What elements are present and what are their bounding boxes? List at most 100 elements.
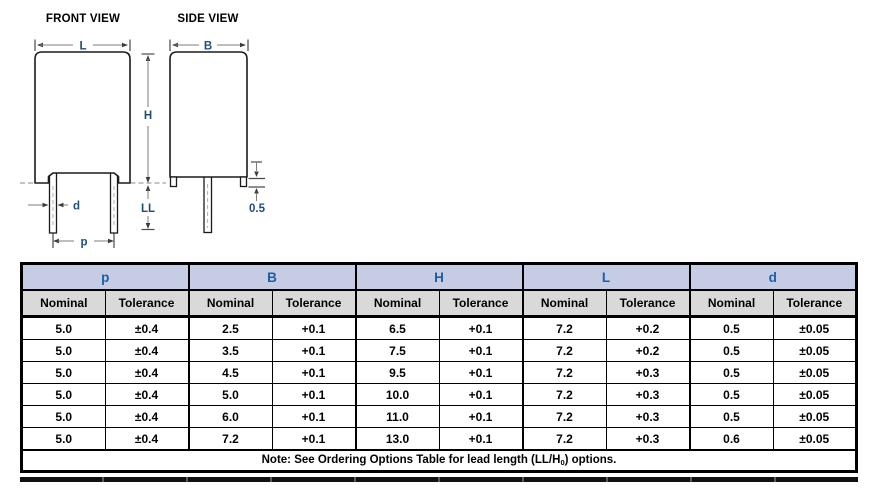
cell: 7.2 (521, 316, 607, 340)
cell: +0.1 (271, 316, 356, 340)
cell: 11.0 (354, 405, 440, 428)
cell: +0.1 (438, 339, 523, 362)
cell: 7.2 (187, 427, 273, 451)
subheader-tolerance: Tolerance (605, 289, 690, 318)
cell: ±0.4 (104, 405, 189, 428)
label-standoff: 0.5 (249, 203, 266, 215)
subheader-tolerance: Tolerance (271, 289, 356, 318)
next-table-cutoff-edge (20, 477, 858, 482)
cell: ±0.4 (104, 361, 189, 384)
label-p: p (80, 237, 87, 249)
dimensions-table-wrap: p B H L d Nominal Tolerance Nominal Tole… (20, 262, 858, 473)
note-text: Note: See Ordering Options Table for lea… (261, 454, 561, 466)
cell: 2.5 (187, 316, 273, 340)
cell: 13.0 (354, 427, 440, 451)
group-header-p: p (20, 263, 190, 291)
label-LL: LL (141, 203, 155, 215)
table-row: 5.0 ±0.4 6.0 +0.1 11.0 +0.1 7.2 +0.3 0.5… (21, 405, 857, 428)
side-view-standoff-feet (169, 176, 248, 188)
cell: +0.3 (605, 383, 690, 406)
cell: ±0.05 (772, 383, 857, 406)
cell: +0.2 (605, 339, 690, 362)
cell: 5.0 (21, 427, 106, 451)
note-text-suffix: ) options. (564, 454, 617, 466)
cell: ±0.05 (772, 361, 857, 384)
cell: +0.1 (438, 405, 523, 428)
group-header-d: d (688, 263, 858, 291)
table-row: 5.0 ±0.4 2.5 +0.1 6.5 +0.1 7.2 +0.2 0.5 … (21, 316, 857, 340)
cell: 5.0 (21, 361, 106, 384)
cell: ±0.05 (772, 427, 857, 451)
cell: +0.1 (438, 361, 523, 384)
label-H: H (144, 110, 152, 122)
sub-header-row: Nominal Tolerance Nominal Tolerance Nomi… (21, 289, 857, 318)
cell: 7.2 (521, 361, 607, 384)
cell: 6.0 (187, 405, 273, 428)
cell: +0.2 (605, 316, 690, 340)
cell: 0.5 (688, 316, 774, 340)
column-group-header-row: p B H L d (20, 263, 858, 291)
subheader-nominal: Nominal (187, 289, 273, 318)
cell: 5.0 (21, 316, 106, 340)
group-header-H: H (354, 263, 524, 291)
cell: +0.3 (605, 361, 690, 384)
cell: 5.0 (21, 405, 106, 428)
cell: ±0.05 (772, 339, 857, 362)
cell: 3.5 (187, 339, 273, 362)
cell: +0.3 (605, 405, 690, 428)
dimension-LL: LL (141, 185, 155, 231)
cell: 7.2 (521, 339, 607, 362)
subheader-nominal: Nominal (521, 289, 607, 318)
label-L: L (79, 41, 86, 53)
label-d: d (73, 201, 80, 213)
cell: 7.2 (521, 383, 607, 406)
cell: 10.0 (354, 383, 440, 406)
cell: +0.1 (271, 361, 356, 384)
side-view-body (169, 51, 248, 178)
cell: ±0.4 (104, 427, 189, 451)
cell: ±0.05 (772, 316, 857, 340)
cell: +0.3 (605, 427, 690, 451)
label-B: B (204, 41, 212, 53)
cell: 0.6 (688, 427, 774, 451)
subheader-nominal: Nominal (21, 289, 106, 318)
cell: 4.5 (187, 361, 273, 384)
subheader-tolerance: Tolerance (772, 289, 857, 318)
front-view-title: FRONT VIEW (46, 13, 120, 25)
front-view-leads (48, 170, 119, 234)
side-view-title: SIDE VIEW (177, 13, 238, 25)
cell: ±0.4 (104, 383, 189, 406)
cell: +0.1 (438, 383, 523, 406)
cell: 0.5 (688, 361, 774, 384)
dimension-p: p (52, 233, 115, 249)
table-row: 5.0 ±0.4 5.0 +0.1 10.0 +0.1 7.2 +0.3 0.5… (21, 383, 857, 406)
cell: 0.5 (688, 339, 774, 362)
cell: 7.5 (354, 339, 440, 362)
side-view-lead (203, 175, 213, 234)
dimension-d: d (28, 201, 80, 213)
cell: 0.5 (688, 405, 774, 428)
table-row: 5.0 ±0.4 7.2 +0.1 13.0 +0.1 7.2 +0.3 0.6… (21, 427, 857, 451)
subheader-nominal: Nominal (688, 289, 774, 318)
subheader-nominal: Nominal (354, 289, 440, 318)
group-header-L: L (521, 263, 691, 291)
cell: 5.0 (21, 383, 106, 406)
table-row: 5.0 ±0.4 3.5 +0.1 7.5 +0.1 7.2 +0.2 0.5 … (21, 339, 857, 362)
cell: 0.5 (688, 383, 774, 406)
cell: 9.5 (354, 361, 440, 384)
table-note: Note: See Ordering Options Table for lea… (21, 449, 857, 472)
note-row: Note: See Ordering Options Table for lea… (21, 449, 857, 472)
cell: +0.1 (271, 405, 356, 428)
front-view-body (34, 51, 131, 184)
cell: +0.1 (438, 427, 523, 451)
cell: 7.2 (521, 405, 607, 428)
cell: 6.5 (354, 316, 440, 340)
dimension-L: L (34, 39, 131, 53)
dimension-H: H (141, 53, 155, 183)
cell: +0.1 (438, 316, 523, 340)
component-dimension-drawing: FRONT VIEW SIDE VIEW L H LL (20, 13, 266, 249)
group-header-B: B (187, 263, 357, 291)
cell: +0.1 (271, 383, 356, 406)
cell: +0.1 (271, 339, 356, 362)
subheader-tolerance: Tolerance (104, 289, 189, 318)
